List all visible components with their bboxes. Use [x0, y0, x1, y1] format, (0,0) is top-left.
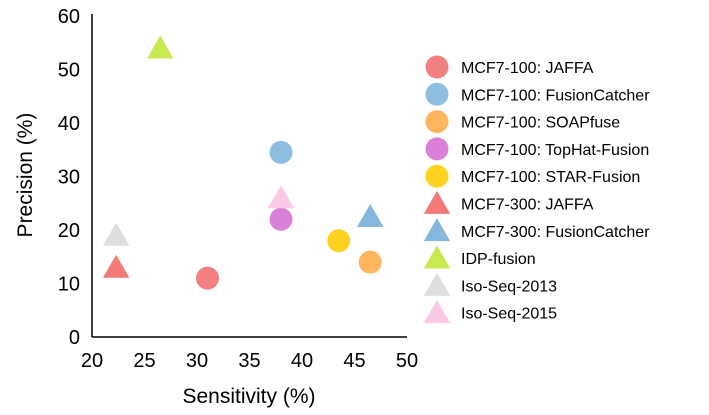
data-point: [147, 35, 174, 59]
data-point: [102, 254, 130, 278]
x-axis-label: Sensitivity (%): [182, 385, 315, 408]
legend-marker: [425, 55, 449, 79]
legend-marker: [423, 190, 451, 214]
legend-marker: [423, 272, 451, 296]
legend-label: MCF7-100: TopHat-Fusion: [461, 142, 649, 159]
y-axis: 0 10 20 30 40 50 60 Precision (%): [14, 6, 93, 349]
data-point: [357, 203, 384, 227]
legend-item: MCF7-300: FusionCatcher: [423, 218, 650, 242]
data-point: [102, 222, 130, 246]
legend-item: MCF7-100: TopHat-Fusion: [425, 137, 649, 161]
data-point: [267, 185, 295, 209]
data-point: [269, 140, 293, 164]
y-axis-label: Precision (%): [14, 113, 37, 238]
legend-marker: [425, 82, 449, 106]
legend-label: MCF7-300: FusionCatcher: [461, 224, 650, 241]
legend-label: MCF7-100: FusionCatcher: [461, 87, 650, 104]
legend-marker: [425, 110, 449, 134]
legend: MCF7-100: JAFFA MCF7-100: FusionCatcher MC…: [423, 55, 650, 324]
legend-item: Iso-Seq-2015: [423, 300, 557, 324]
x-tick-label: 40: [291, 350, 313, 372]
legend-label: MCF7-100: SOAPfuse: [461, 115, 620, 132]
data-point: [269, 207, 293, 231]
x-tick-label: 35: [238, 350, 260, 372]
x-tick-label: 20: [81, 350, 103, 372]
legend-label: IDP-fusion: [461, 251, 536, 268]
legend-marker: [423, 218, 451, 242]
data-point: [196, 266, 219, 290]
legend-item: MCF7-100: STAR-Fusion: [425, 164, 640, 188]
legend-item: MCF7-100: FusionCatcher: [425, 82, 650, 106]
x-tick-labels: 20 25 30 35 40 45 50: [81, 350, 418, 372]
y-tick-label: 20: [58, 220, 80, 242]
y-tick-label: 40: [58, 113, 80, 135]
legend-marker: [425, 164, 449, 188]
legend-item: MCF7-300: JAFFA: [423, 190, 594, 214]
x-tick-label: 30: [186, 350, 208, 372]
legend-item: Iso-Seq-2013: [423, 272, 557, 296]
x-axis: 20 25 30 35 40 45 50 Sensitivity (%): [81, 336, 418, 408]
y-tick-label: 0: [69, 327, 80, 349]
x-tick-label: 50: [396, 350, 418, 372]
legend-label: MCF7-300: JAFFA: [461, 197, 594, 214]
x-tick-label: 45: [343, 350, 365, 372]
legend-marker: [425, 137, 449, 161]
legend-label: Iso-Seq-2015: [461, 306, 557, 323]
legend-label: MCF7-100: STAR-Fusion: [461, 169, 640, 186]
legend-item: IDP-fusion: [423, 245, 536, 269]
legend-item: MCF7-100: JAFFA: [425, 55, 594, 79]
y-tick-label: 30: [58, 167, 80, 189]
legend-label: MCF7-100: JAFFA: [461, 60, 594, 77]
legend-item: MCF7-100: SOAPfuse: [425, 110, 620, 134]
data-point: [358, 250, 382, 274]
legend-marker: [423, 245, 451, 269]
data-point: [327, 229, 351, 253]
y-tick-label: 50: [58, 60, 80, 82]
legend-label: Iso-Seq-2013: [461, 278, 557, 295]
y-tick-label: 60: [58, 6, 80, 28]
x-tick-label: 25: [133, 350, 155, 372]
y-tick-labels: 0 10 20 30 40 50 60: [58, 6, 80, 349]
legend-marker: [423, 300, 451, 324]
y-tick-label: 10: [58, 274, 80, 296]
data-points: [102, 35, 384, 290]
